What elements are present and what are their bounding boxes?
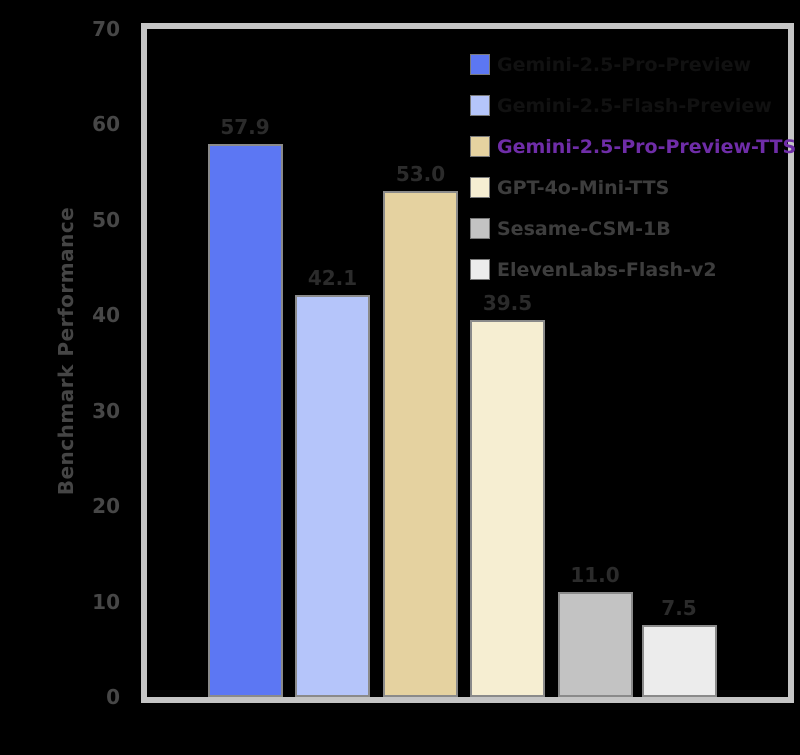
legend-item: Gemini-2.5-Flash-Preview (470, 94, 772, 117)
legend-item: GPT-4o-Mini-TTS (470, 176, 669, 199)
y-tick-label: 0 (106, 685, 120, 709)
bar-Sesame-CSM-1B (557, 592, 633, 697)
legend-item: Sesame-CSM-1B (470, 217, 671, 240)
legend-swatch (470, 136, 490, 157)
y-tick-label: 70 (92, 17, 120, 41)
bar-value-label: 42.1 (307, 266, 358, 291)
bar-ElevenLabs-Flash-v2 (641, 625, 717, 697)
y-tick-label: 40 (92, 303, 120, 328)
legend-label: Gemini-2.5-Pro-Preview-TTS (497, 135, 797, 158)
plot-area (141, 23, 794, 703)
legend-item: ElevenLabs-Flash-v2 (470, 258, 717, 281)
bar-Gemini-2.5-Pro-Preview (207, 144, 283, 697)
y-tick-label: 10 (92, 589, 120, 614)
legend-label: GPT-4o-Mini-TTS (497, 176, 670, 199)
bar-value-label: 39.5 (482, 291, 533, 316)
legend-label: Gemini-2.5-Pro-Preview (497, 53, 752, 76)
legend-swatch (470, 259, 490, 280)
legend-label: Sesame-CSM-1B (497, 217, 671, 240)
y-axis-title: Benchmark Performance (54, 206, 78, 496)
y-tick-label: 50 (92, 207, 120, 232)
bar-value-label: 57.9 (220, 115, 270, 140)
bar-Gemini-2.5-Pro-Preview-TTS (383, 191, 458, 697)
legend-label: Gemini-2.5-Flash-Preview (497, 94, 772, 117)
legend-item: Gemini-2.5-Pro-Preview (470, 53, 751, 76)
bar-value-label: 11.0 (570, 563, 620, 588)
legend-swatch (470, 95, 490, 116)
legend-swatch (470, 54, 490, 75)
legend: Gemini-2.5-Pro-Preview Gemini-2.5-Flash-P… (470, 53, 796, 288)
bar-value-label: 7.5 (661, 596, 697, 621)
y-tick-label: 30 (92, 398, 120, 423)
y-tick-label: 20 (92, 494, 120, 519)
legend-item: Gemini-2.5-Pro-Preview-TTS (470, 135, 796, 158)
bar-value-label: 53.0 (395, 162, 446, 187)
bar-Gemini-2.5-Flash-Preview (295, 295, 370, 697)
legend-swatch (470, 218, 490, 239)
bar-GPT-4o-Mini-TTS (470, 320, 545, 697)
legend-swatch (470, 177, 490, 198)
legend-label: ElevenLabs-Flash-v2 (497, 258, 717, 281)
y-tick-label: 60 (92, 112, 120, 137)
